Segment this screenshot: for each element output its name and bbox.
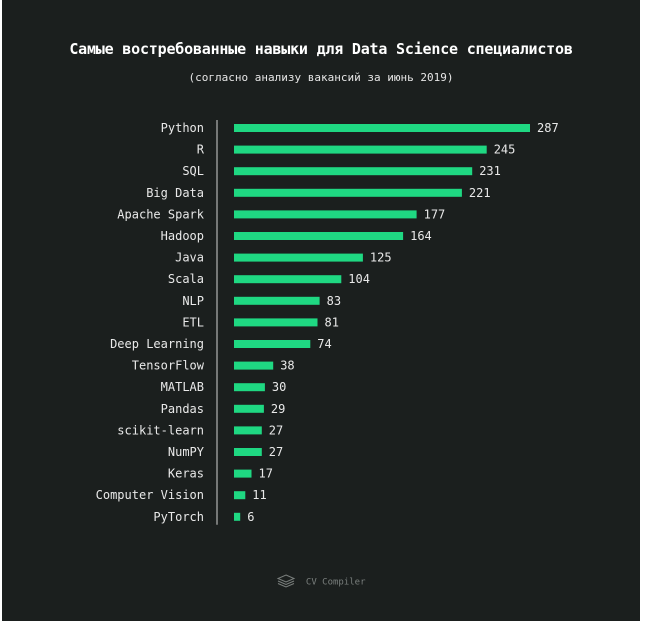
bar-15 bbox=[234, 448, 262, 456]
category-label: Scala bbox=[168, 272, 204, 286]
value-label: 74 bbox=[317, 337, 331, 351]
value-label: 83 bbox=[327, 294, 341, 308]
category-label: PyTorch bbox=[153, 510, 204, 524]
category-label: NumPY bbox=[168, 445, 205, 459]
category-label: Hadoop bbox=[161, 229, 204, 243]
chart-title: Самые востребованные навыки для Data Sci… bbox=[69, 40, 573, 58]
bar-3 bbox=[234, 188, 462, 197]
bar-2 bbox=[234, 167, 473, 176]
value-label: 27 bbox=[269, 423, 283, 437]
value-label: 11 bbox=[252, 488, 266, 502]
value-label: 6 bbox=[247, 510, 254, 524]
bar-7 bbox=[234, 275, 342, 284]
value-label: 287 bbox=[537, 121, 559, 135]
bar-6 bbox=[234, 253, 363, 262]
value-label: 221 bbox=[469, 186, 491, 200]
bar-13 bbox=[234, 404, 264, 413]
category-label: SQL bbox=[182, 164, 204, 178]
category-label: ETL bbox=[182, 315, 204, 329]
category-label: NLP bbox=[182, 294, 204, 308]
value-label: 164 bbox=[410, 229, 432, 243]
value-label: 17 bbox=[259, 467, 273, 481]
value-label: 245 bbox=[494, 143, 516, 157]
bar-11 bbox=[234, 361, 274, 370]
footer-brand: CV Compiler bbox=[305, 577, 366, 588]
value-label: 29 bbox=[271, 402, 285, 416]
bar-chart: Python 287 R 245 SQL 231 Big Data 221 Apache Spa… bbox=[96, 120, 559, 525]
bar-4 bbox=[234, 210, 417, 219]
bar-12 bbox=[234, 383, 265, 392]
category-label: Python bbox=[161, 121, 204, 135]
bar-16 bbox=[234, 469, 252, 478]
category-label: Computer Vision bbox=[96, 488, 204, 502]
value-label: 125 bbox=[370, 251, 392, 265]
category-label: Keras bbox=[168, 467, 204, 481]
category-label: MATLAB bbox=[161, 380, 204, 394]
bar-9 bbox=[234, 318, 318, 327]
bar-1 bbox=[234, 145, 487, 154]
category-label: Pandas bbox=[161, 402, 204, 416]
value-label: 30 bbox=[272, 380, 286, 394]
bar-17 bbox=[234, 491, 246, 500]
value-label: 177 bbox=[424, 207, 446, 221]
bar-0 bbox=[234, 124, 530, 132]
category-label: Java bbox=[175, 251, 204, 265]
value-label: 104 bbox=[348, 272, 370, 286]
category-label: Big Data bbox=[146, 186, 204, 200]
value-label: 81 bbox=[325, 315, 339, 329]
bar-18 bbox=[234, 512, 241, 521]
category-label: Deep Learning bbox=[110, 337, 204, 351]
category-label: Apache Spark bbox=[117, 207, 204, 221]
value-label: 27 bbox=[269, 445, 283, 459]
footer: CV Compiler bbox=[2, 574, 640, 591]
value-label: 231 bbox=[479, 164, 501, 178]
category-label: R bbox=[197, 143, 205, 157]
category-label: TensorFlow bbox=[132, 359, 205, 373]
bars-layer: Python 287 R 245 SQL 231 Big Data 221 Apache Spa… bbox=[96, 120, 559, 525]
category-label: scikit-learn bbox=[117, 423, 204, 437]
bar-5 bbox=[234, 232, 404, 240]
chart-subtitle: (согласно анализу вакансий за июнь 2019) bbox=[188, 71, 454, 84]
bar-10 bbox=[234, 340, 311, 348]
value-label: 38 bbox=[280, 359, 294, 373]
layers-icon bbox=[276, 574, 296, 591]
bar-14 bbox=[234, 426, 262, 435]
bar-8 bbox=[234, 296, 320, 305]
